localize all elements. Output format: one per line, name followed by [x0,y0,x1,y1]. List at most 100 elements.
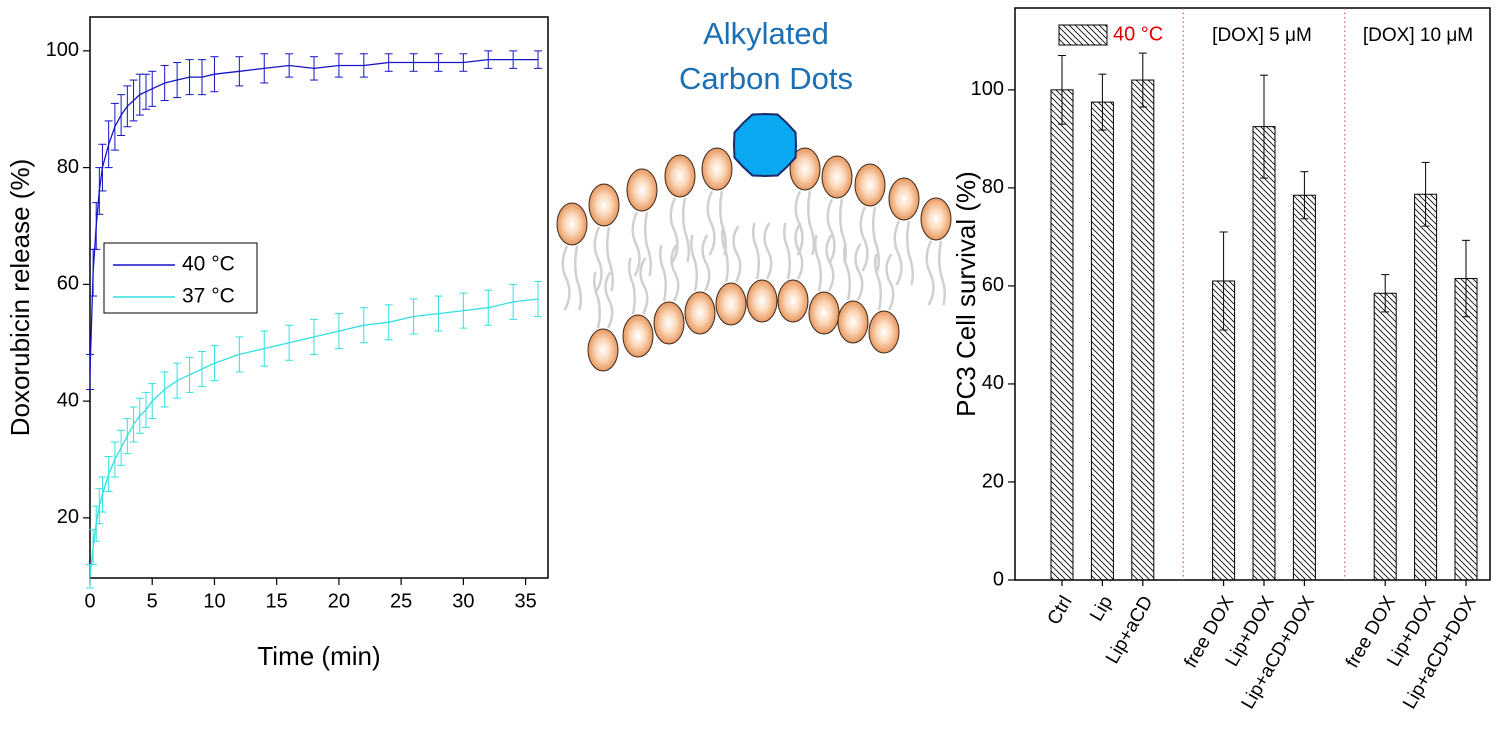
bar [1414,193,1438,581]
lipid-tail [893,220,903,286]
error-bar [534,50,543,69]
legend-label: 37 °C [182,285,235,308]
lipid-head [888,177,920,221]
lipid-tail [925,240,935,306]
bar [1373,292,1397,581]
lipid-head [626,168,658,212]
lipid-head [854,163,886,207]
lipid-tail [706,190,716,256]
lipid-head [587,328,619,372]
lipid-tail [639,257,649,315]
lipid-head [664,154,696,198]
lipid-head [789,147,821,191]
legend-box [103,242,258,314]
error-bar [1138,52,1147,108]
y-tick-label: 100 [46,39,79,61]
diagram-label: Carbon Dots [679,61,853,96]
y-tick-label: 40 [57,389,79,411]
lipid-tail [732,225,742,283]
group-annotation: [DOX] 5 μM [1212,25,1312,46]
lipid-tail [644,211,653,277]
x-tick-label: 0 [84,590,95,612]
lipid-head [684,291,716,335]
plot-frame [89,16,549,579]
bar [1292,194,1316,581]
y-tick-label: 20 [982,470,1004,492]
error-bar [1260,74,1268,179]
lipid-tail [763,222,773,280]
lipid-tail [631,211,641,277]
y-tick-label: 60 [57,273,79,295]
series-line [89,58,538,372]
lipid-tail [669,197,679,263]
group-annotation: [DOX] 10 μM [1363,25,1473,46]
y-tick-label: 0 [993,568,1004,590]
error-bar [86,564,94,589]
lipid-head [622,314,654,358]
y-tick-label: 20 [57,506,79,528]
lipid-tail [906,220,915,286]
lipid-tail [561,245,571,311]
lipid-head [837,300,869,344]
lipid-tail [938,240,947,306]
bar [1252,126,1276,581]
bar [1050,89,1074,581]
lipid-head [653,301,685,345]
lipid-tail [606,226,615,292]
error-bar [1421,161,1430,227]
x-tick-label: 20 [328,590,350,612]
lipid-tail [859,206,869,272]
x-tick-label: 35 [514,590,536,612]
lipid-tail [751,222,760,280]
lipid-tail [794,222,804,280]
lipid-tail [689,234,698,292]
diagram-label: Alkylated [703,16,829,51]
x-tick-label: 25 [390,590,412,612]
error-bar [1300,171,1309,220]
lipid-tail [682,197,691,263]
lipid-tail [627,257,636,315]
membrane-diagram: Alkylated Carbon Dots [556,16,952,372]
lipid-tail [854,243,864,301]
x-axis-label: Time (min) [257,641,380,671]
lipid-tail [593,226,603,292]
y-tick-label: 80 [982,176,1004,198]
y-tick-label: 100 [971,78,1004,100]
lipid-tail [839,198,848,264]
lipid-tail [658,244,667,302]
lipid-tail [701,234,711,292]
error-bar [534,280,543,317]
x-tick-label: 10 [203,590,225,612]
lipid-tail [872,206,881,272]
x-tick-label: 5 [147,590,158,612]
lipid-tail [720,225,729,283]
bar [1454,278,1478,581]
lipid-head [715,282,747,326]
legend-label: 40 °C [182,253,235,276]
lipid-head [746,279,778,323]
lipid-tail [574,245,583,311]
x-tick-label: Ctrl [1044,593,1077,629]
series-line [89,298,539,577]
bar [1131,79,1155,581]
error-bar [1462,239,1470,318]
x-tick-label: Lip [1086,593,1117,625]
legend-swatch [1058,24,1108,46]
lipid-tail [604,271,614,329]
error-bar [1219,231,1228,331]
lipid-tail [825,234,835,292]
y-tick-label: 40 [982,372,1004,394]
y-tick-label: 60 [982,274,1004,296]
legend-label: 40 °C [1113,23,1163,45]
lipid-tail [826,198,836,264]
lipid-head [808,291,840,335]
lipid-tail [782,222,791,280]
error-bar [1098,73,1107,131]
lipid-head [588,183,620,227]
lipid-tail [885,253,895,311]
x-tick-label: 30 [452,590,474,612]
lipid-head [777,279,809,323]
lipid-head [701,147,733,191]
lipid-tail [592,271,601,329]
